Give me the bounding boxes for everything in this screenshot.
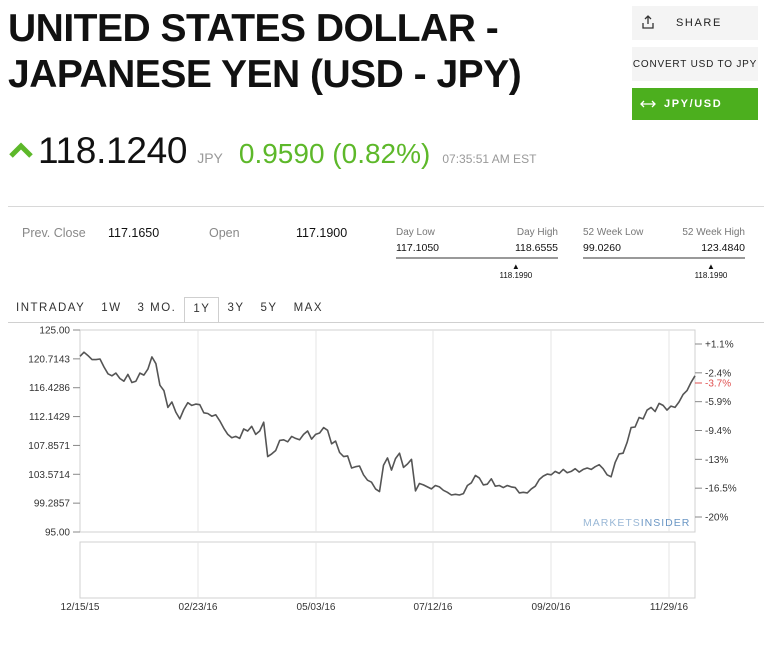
y-tick-label: 125.00 (39, 326, 70, 337)
day-low-value: 117.1050 (396, 242, 440, 254)
watermark-part2: INSIDER (641, 517, 691, 529)
right-y-tick-label: -9.4% (705, 426, 731, 437)
x-tick-label: 02/23/16 (179, 602, 218, 613)
week52-high-value: 123.4840 (701, 242, 745, 254)
right-y-tick-label: +1.1% (705, 340, 734, 351)
y-tick-label: 116.4286 (29, 383, 70, 394)
day-low-label: Day Low (396, 227, 435, 238)
week52-range-marker: ▲ 118.1990 (694, 262, 728, 280)
week52-range-bar: ▲ 118.1990 (583, 257, 745, 280)
day-range-marker: ▲ 118.1990 (499, 262, 533, 280)
price-chart: 12/15/15 02/23/16 05/03/16 07/12/16 09/20/16… (28, 326, 737, 614)
right-y-tick-label: -2.4% (705, 368, 731, 379)
convert-button[interactable]: CONVERT USD TO JPY (632, 47, 758, 81)
x-tick-label: 07/12/16 (414, 602, 453, 613)
tab-intraday[interactable]: INTRADAY (16, 302, 86, 314)
day-range: Day Low Day High 117.1050 118.6555 ▲ 118.… (396, 227, 558, 280)
prev-close-value: 117.1650 (108, 226, 160, 240)
watermark-part1: MARKETS (583, 517, 641, 529)
pair-label: JPY/USD (664, 98, 723, 110)
y-tick-label: 112.1429 (29, 412, 70, 423)
right-y-tick-label: -20% (705, 513, 728, 524)
plot-frame (79, 329, 696, 533)
quote-time: 07:35:51 AM EST (442, 152, 537, 166)
convert-label: CONVERT USD TO JPY (632, 58, 758, 70)
arrow-up-icon (8, 139, 34, 161)
x-tick-label: 11/29/16 (650, 602, 689, 613)
tab-max[interactable]: MAX (293, 302, 324, 314)
day-high-label: Day High (516, 227, 558, 238)
tab-3y[interactable]: 3Y (227, 302, 245, 314)
x-tick-label: 05/03/16 (297, 602, 336, 613)
quote-row: 118.1240 JPY 0.9590 (0.82%) 07:35:51 AM … (8, 130, 536, 174)
week52-low-label: 52 Week Low (583, 227, 644, 238)
y-tick-label: 107.8571 (28, 441, 70, 452)
y-tick-label: 120.7143 (28, 354, 70, 365)
share-button[interactable]: SHARE (632, 6, 758, 40)
share-label: SHARE (676, 17, 722, 29)
y-tick-label: 99.2857 (34, 499, 71, 510)
action-buttons: SHARE CONVERT USD TO JPY JPY/USD (632, 6, 758, 127)
day-range-bar: ▲ 118.1990 (396, 257, 558, 280)
y-tick-label: 95.00 (45, 528, 70, 539)
x-tick-label: 09/20/16 (532, 602, 571, 613)
tab-5y[interactable]: 5Y (260, 302, 278, 314)
currency-code: JPY (197, 150, 223, 166)
open-value: 117.1900 (296, 226, 348, 240)
day-high-value: 118.6555 (514, 242, 558, 254)
timeframe-tabs: INTRADAY 1W 3 MO. 1Y 3Y 5Y MAX (8, 297, 331, 323)
week52-low-value: 99.0260 (583, 242, 621, 254)
swap-arrows-icon (632, 96, 664, 112)
y-tick-label: 103.5714 (28, 470, 70, 481)
week52-high-label: 52 Week High (682, 227, 745, 238)
price-change: 0.9590 (0.82%) (238, 138, 431, 169)
share-icon (632, 14, 664, 32)
right-y-tick-label: -13% (705, 455, 728, 466)
last-price: 118.1240 (38, 130, 188, 171)
tab-3-mo[interactable]: 3 MO. (137, 302, 177, 314)
right-y-tick-label: -16.5% (705, 484, 737, 495)
prev-close-label: Prev. Close (22, 226, 86, 240)
pair-switch-button[interactable]: JPY/USD (632, 88, 758, 120)
tab-1y[interactable]: 1Y (184, 297, 220, 323)
section-divider (8, 206, 764, 207)
current-marker-label: -3.7% (705, 379, 731, 390)
volume-frame (79, 541, 696, 599)
x-tick-label: 12/15/15 (61, 602, 100, 613)
tab-underline (8, 322, 764, 323)
tab-1w[interactable]: 1W (101, 302, 122, 314)
price-line (79, 351, 696, 496)
page-title: UNITED STATES DOLLAR - JAPANESE YEN (USD… (8, 7, 522, 96)
open-label: Open (209, 226, 240, 240)
week52-range: 52 Week Low 52 Week High 99.0260 123.484… (583, 227, 745, 280)
markets-insider-watermark: MARKETSINSIDER (583, 517, 690, 529)
right-y-tick-label: -5.9% (705, 397, 731, 408)
